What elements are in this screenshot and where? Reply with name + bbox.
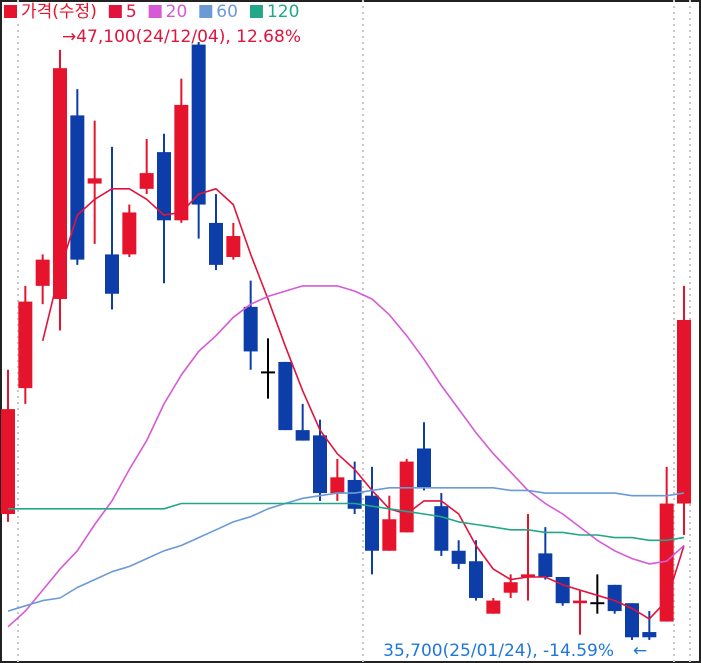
candle-body [642,632,657,638]
candles [1,41,691,640]
candle-body [295,430,310,441]
legend-swatch [108,5,122,18]
candle-body [573,600,587,604]
candle-body [243,306,258,352]
legend-swatch [4,5,17,18]
legend-label: 20 [166,2,188,22]
candle-body [18,301,33,389]
candle-body [677,319,691,504]
candle-body [261,371,275,374]
candle-body [607,584,622,612]
candle-body [313,435,327,494]
candle-body [434,506,449,551]
candle-body [347,479,362,509]
candle-body [625,603,639,638]
legend: 가격(수정) 5 20 60 120 [2,2,324,22]
ma-line [7,285,685,628]
candle-body [330,477,345,494]
legend-label: 가격(수정) [21,2,97,22]
ma-line [41,188,685,620]
candle-body [521,574,535,577]
candle-body [417,448,431,488]
candle-body [174,104,189,221]
candle-body [451,550,466,564]
legend-label: 5 [126,2,137,22]
legend-label: 120 [267,2,299,22]
candle-body [191,44,206,205]
ma-line [7,487,685,612]
candle-body [105,254,119,294]
legend-swatch [249,5,263,18]
candle-body [70,115,85,260]
candle-body [538,553,553,577]
candle-body [399,461,414,533]
candle-body [469,561,483,598]
legend-swatch [199,5,213,18]
annotation: 35,700(25/01/24), -14.59% [383,641,614,661]
legend-bg [2,2,324,22]
candle-body [122,212,137,255]
legend-swatch [148,5,162,18]
candle-body [590,602,605,605]
candle-body [365,495,379,551]
candle-body [157,152,171,221]
candle-body [555,576,570,604]
annotation: ← [633,641,647,661]
candle-body [53,68,67,299]
annotation: →47,100(24/12/04), 12.68% [62,27,301,47]
candle-body [278,361,293,431]
candle-body [503,582,518,593]
candle-body [209,222,223,265]
legend-label: 60 [216,2,238,22]
candle-body [87,178,102,184]
candle-body [382,519,397,551]
candle-body [486,600,501,614]
candle-body [35,259,50,286]
candle-body [139,173,154,189]
ma-line [8,502,685,542]
candle-body [226,236,241,258]
candle-body [1,409,15,515]
